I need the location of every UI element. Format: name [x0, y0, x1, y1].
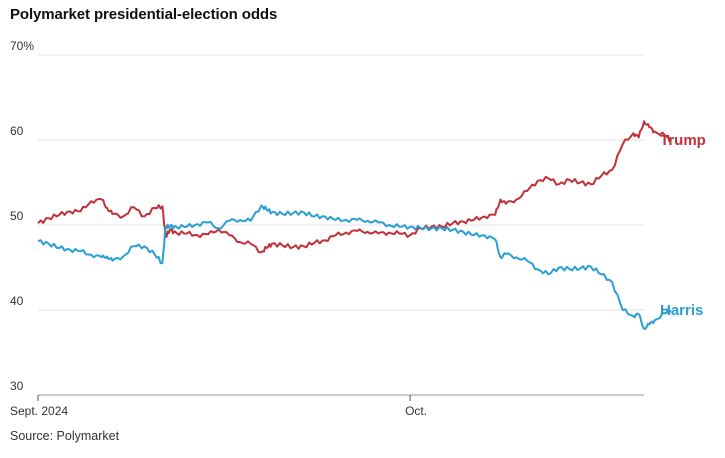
y-axis-ticks: 70% 60 50 40 30 — [10, 39, 34, 393]
series-labels: Trump Harris — [660, 132, 706, 319]
series-label-trump: Trump — [660, 132, 706, 149]
series-lines — [37, 120, 672, 330]
x-tick-label: Oct. — [405, 404, 427, 418]
source-note: Source: Polymarket — [10, 429, 120, 443]
series-label-harris: Harris — [660, 302, 703, 319]
chart-title: Polymarket presidential-election odds — [10, 6, 278, 23]
y-tick-label-40: 40 — [10, 294, 24, 308]
y-tick-label-30: 30 — [10, 379, 24, 393]
y-tick-label-60: 60 — [10, 124, 24, 138]
gridlines — [38, 54, 644, 311]
x-axis: Sept. 2024 Oct. — [10, 394, 644, 418]
series-line-trump — [37, 120, 672, 254]
y-tick-label-70: 70% — [10, 39, 34, 53]
x-tick-label: Sept. 2024 — [10, 404, 68, 418]
y-tick-label-50: 50 — [10, 209, 24, 223]
series-line-harris — [37, 204, 672, 330]
